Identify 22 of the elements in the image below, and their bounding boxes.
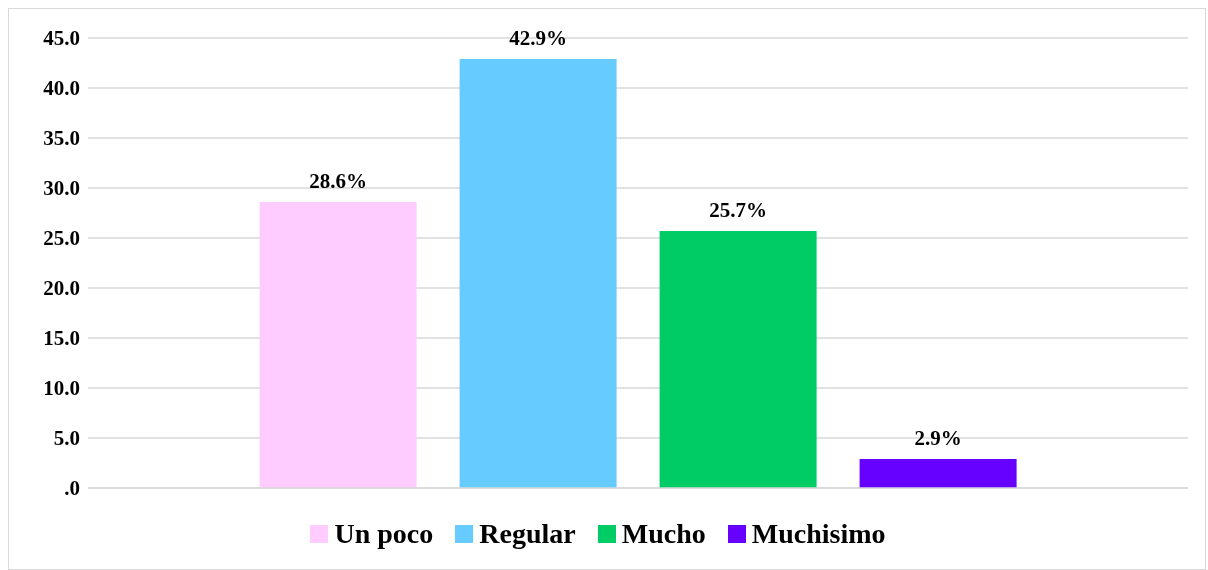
legend-label: Un poco	[333, 518, 434, 550]
data-label: 42.9%	[509, 26, 567, 50]
legend-label: Regular	[478, 518, 576, 550]
bar	[659, 231, 817, 488]
bar	[459, 59, 617, 488]
y-tick-label: 5.0	[53, 426, 80, 451]
y-tick-label: 25.0	[43, 226, 80, 251]
y-tick-label: 15.0	[43, 326, 80, 351]
bar	[259, 202, 417, 488]
y-tick-label: 40.0	[43, 76, 80, 101]
y-tick-label: .0	[64, 476, 80, 501]
legend-label: Muchisimo	[750, 518, 886, 550]
y-tick-label: 10.0	[43, 376, 80, 401]
bar	[859, 459, 1017, 488]
y-tick-label: 35.0	[43, 126, 80, 151]
y-tick-label: 30.0	[43, 176, 80, 201]
y-tick-label: 20.0	[43, 276, 80, 301]
legend-label: Mucho	[620, 518, 706, 550]
data-label: 2.9%	[914, 426, 962, 450]
data-label: 25.7%	[709, 198, 767, 222]
y-tick-label: 45.0	[43, 26, 80, 51]
data-label: 28.6%	[309, 169, 367, 193]
